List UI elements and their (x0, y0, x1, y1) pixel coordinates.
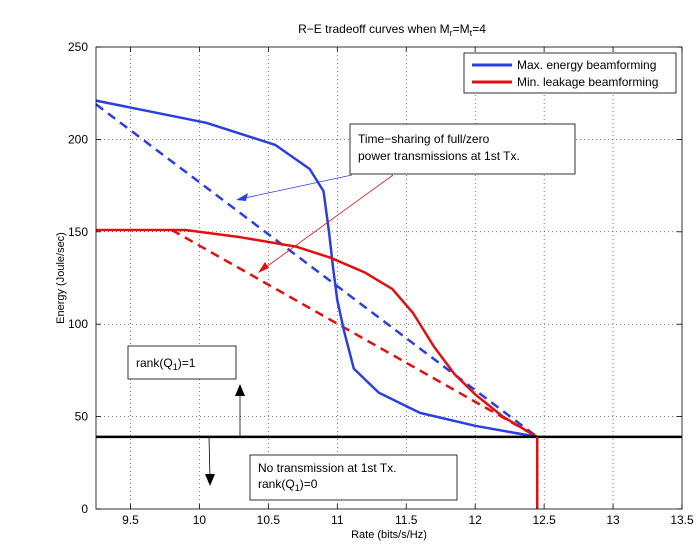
arrowhead-red (258, 262, 269, 273)
arrowhead-down (205, 474, 215, 486)
legend: Max. energy beamforming Min. leakage bea… (463, 52, 677, 94)
x-axis-ticks: 9.5 10 10.5 11 11.5 12 12.5 13 13.5 (122, 47, 694, 527)
annotation-no-transmission: No transmission at 1st Tx. rank(Q1)=0 (249, 454, 458, 501)
legend-label-min-leakage: Min. leakage beamforming (517, 75, 658, 89)
x-tick-label: 12 (468, 513, 482, 527)
series-layer (95, 99, 682, 509)
chart-title: R−E tradeoff curves when Mr=Mt=4 (298, 22, 486, 38)
arrow-down-rank0 (208, 436, 211, 479)
annotation-timesharing: Time−sharing of full/zero power transmis… (349, 123, 576, 175)
arrowhead-blue (236, 193, 248, 201)
series-line-max-energy (95, 99, 538, 439)
y-tick-label: 200 (68, 132, 88, 146)
y-tick-label: 150 (68, 225, 88, 239)
plot-area (96, 47, 682, 509)
x-tick-label: 10 (193, 513, 207, 527)
plot-frame (95, 46, 683, 510)
arrow-to-blue-dashed (239, 174, 353, 200)
x-tick-label: 10.5 (257, 513, 281, 527)
annotation-no-transmission-line1: No transmission at 1st Tx. (258, 461, 397, 475)
x-tick-label: 11.5 (395, 513, 418, 527)
legend-label-max-energy: Max. energy beamforming (517, 58, 656, 72)
x-tick-label: 9.5 (122, 513, 139, 527)
y-axis-ticks: 0 50 100 150 200 250 (68, 40, 682, 516)
x-tick-label: 12.5 (532, 513, 556, 527)
annotation-arrows (205, 174, 394, 486)
x-tick-label: 13 (606, 513, 620, 527)
annotation-timesharing-line1: Time−sharing of full/zero (358, 132, 490, 146)
y-tick-label: 100 (68, 317, 88, 331)
annotation-timesharing-line2: power transmissions at 1st Tx. (358, 149, 520, 163)
grid-lines (96, 47, 682, 509)
x-tick-label: 11 (331, 513, 344, 527)
annotation-no-transmission-line2: rank(Q1)=0 (258, 477, 318, 493)
dashed-line-max-energy-time-sharing (95, 103, 538, 438)
x-axis-label: Rate (bits/s/Hz) (351, 529, 427, 541)
arrowhead-up (235, 384, 245, 396)
annotation-rank1: rank(Q1)=1 (127, 345, 237, 380)
arrow-to-red-dashed (261, 174, 394, 271)
y-axis-label: Energy (Joule/sec) (55, 232, 67, 324)
x-tick-label: 13.5 (670, 513, 694, 527)
dashed-line-min-leakage-time-sharing (171, 228, 538, 438)
y-tick-label: 0 (81, 502, 88, 516)
series-line-min-leakage (96, 228, 538, 438)
y-tick-label: 250 (68, 40, 88, 54)
y-tick-label: 50 (75, 410, 89, 424)
annotation-rank1-text: rank(Q1)=1 (136, 356, 196, 372)
